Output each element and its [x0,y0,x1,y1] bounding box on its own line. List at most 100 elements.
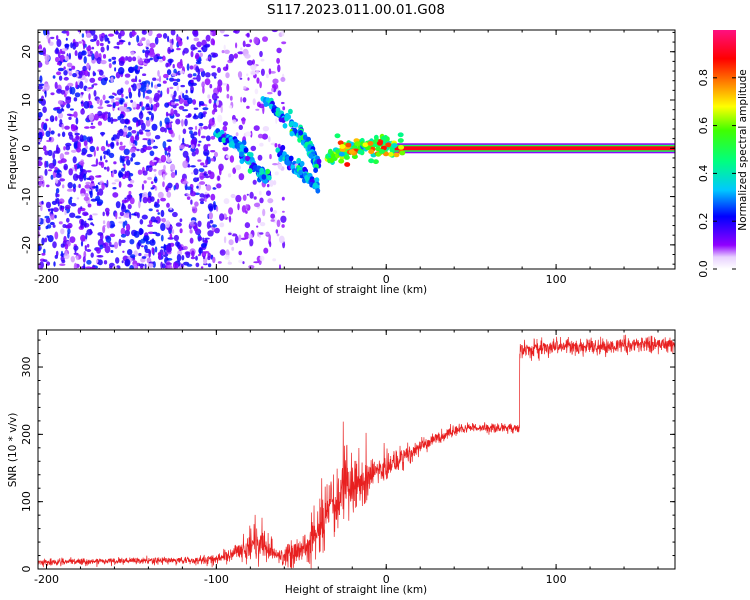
spectrogram-point [61,259,66,264]
spectrogram-point [149,239,156,246]
spectrogram-point [61,123,65,130]
spectrogram-point [190,133,195,139]
spectrogram-point [184,251,191,256]
spectrogram-point [105,235,112,243]
spectrogram-point [200,162,205,166]
spectrogram-point [265,168,271,175]
spectrogram-point [154,92,160,101]
spectrogram-point [52,224,56,228]
spectrogram-point [40,205,43,212]
spectrogram-point [127,56,133,63]
spectrogram-point [160,154,167,163]
spectrogram-point [112,169,115,178]
spectrogram-point [65,250,68,256]
spectrogram-point [53,150,59,154]
spectrogram-point [57,67,65,72]
spectrogram-point [196,41,202,48]
spectrogram-point [259,81,262,89]
y-tick-label: 300 [20,357,33,378]
spectrogram-point [197,220,202,227]
spectrogram-point [212,52,219,58]
spectrogram-point [38,244,41,251]
spectrogram-point [182,245,188,250]
spectrogram-point [115,97,121,101]
spectrogram-point [174,169,177,176]
spectrogram-point [66,113,72,117]
spectrogram-point [275,229,278,234]
spectrogram-point [108,58,112,62]
spectrogram-point [285,160,291,166]
spectrogram-point [179,144,185,150]
spectrogram-point [98,175,102,178]
spectrogram-point [186,36,189,40]
spectrogram-point [103,260,108,265]
spectrogram-point [268,234,272,242]
spectrogram-point [168,207,174,213]
spectrogram-point [90,222,94,226]
spectrogram-point [40,98,46,106]
spectrogram-point [235,42,238,49]
spectrogram-point [106,166,110,172]
spectrogram-point [113,46,120,49]
spectrogram-point [102,54,107,59]
spectrogram-point [145,119,151,127]
y-tick-label: 0 [20,145,33,152]
spectrogram-point [153,168,157,172]
spectrogram-point [143,58,151,64]
spectrogram-point [262,36,268,42]
spectrogram-point [130,254,136,259]
spectrogram-point [261,174,267,180]
spectrogram-point [175,222,182,227]
spectrogram-point [226,93,230,99]
spectrogram-point [85,232,88,240]
spectrogram-point [178,39,183,47]
spectrogram-point [183,47,189,54]
spectrogram-point [80,234,86,242]
spectrogram-point [252,179,257,185]
spectrogram-point [219,30,225,34]
spectrogram-point [197,50,202,53]
spectrogram-point [154,36,159,45]
spectrogram-point [149,97,153,104]
spectrogram-point [118,181,122,188]
spectrogram-point [115,257,120,264]
spectrogram-point [55,47,59,54]
spectrogram-point [138,227,144,236]
spectrogram-point [172,104,177,109]
spectrogram-point [263,101,269,107]
spectrogram-point [47,149,53,157]
spectrogram-point [147,224,154,228]
spectrogram-point [102,211,105,217]
spectrogram-point [203,171,207,175]
spectrogram-point [52,75,56,79]
spectrogram-point [276,47,282,54]
spectrogram-point [81,50,87,56]
spectrogram-point [159,120,163,127]
spectrogram-point [145,47,149,50]
spectrogram-point [82,65,88,72]
spectrogram-point [154,135,161,140]
spectrogram-point [199,248,202,256]
spectrogram-point [196,183,201,191]
spectrogram-point [159,93,162,98]
y-tick-label: 10 [20,93,33,107]
spectrogram-point [399,150,406,156]
spectrogram-point [108,95,115,99]
spectrogram-point [257,133,264,139]
spectrogram-point [261,133,268,140]
spectrogram-point [46,235,50,238]
spectrogram-point [203,194,209,200]
spectrogram-point [166,69,172,76]
spectrogram-point [162,141,167,149]
spectrogram-point [276,219,281,228]
spectrogram-point [145,131,152,137]
spectrogram-point [42,259,48,262]
spectrogram-point [231,233,238,237]
spectrogram-point [277,143,281,149]
spectrogram-point [147,139,152,146]
spectrogram-point [72,156,77,164]
spectrogram-point [38,141,41,145]
spectrogram-point [224,254,230,260]
spectrogram-point [175,36,181,42]
